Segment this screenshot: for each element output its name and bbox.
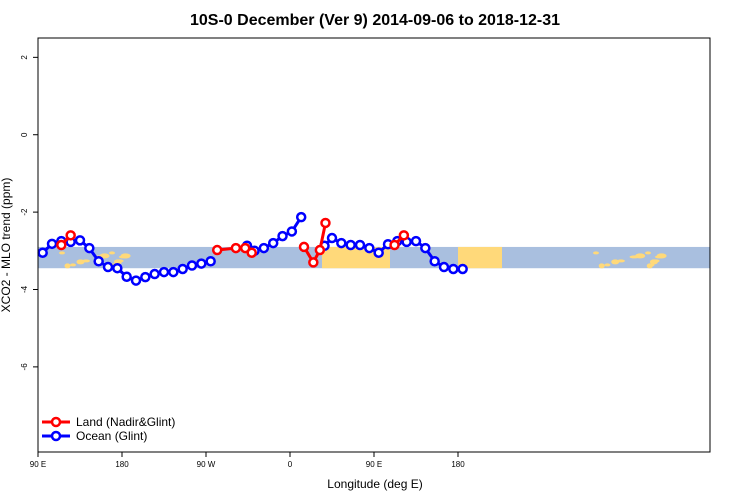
x-axis-label: Longitude (deg E) [327,477,422,491]
ocean-glint-point [354,239,366,251]
x-tick-label: 0 [288,460,293,469]
legend-label: Ocean (Glint) [76,429,147,443]
y-tick-label: -2 [20,208,29,216]
ocean-glint-point [196,258,207,269]
y-tick-label: 2 [20,55,29,60]
island-shape [635,253,646,259]
island-shape [648,263,655,267]
ocean-glint-point [267,237,279,249]
island-shape [59,251,65,255]
ocean-glint-point [448,263,459,275]
x-tick-label: 90 E [366,460,382,469]
y-tick-label: -6 [20,363,29,371]
land-nadir-glint-point [230,242,242,254]
ocean-glint-point [158,266,170,278]
y-axis-label: XCO2 - MLO trend (ppm) [0,178,13,313]
island-shape [645,251,651,255]
ocean-glint-point [286,226,298,237]
ocean-glint-point [46,238,58,250]
x-tick-label: 90 W [197,460,216,469]
ocean-glint-point [326,232,338,244]
x-tick-label: 180 [115,460,129,469]
land-nadir-glint-point [246,247,257,258]
ocean-glint-point [74,235,86,246]
ocean-glint-point [205,256,216,267]
land-nadir-glint-point [314,244,326,256]
ocean-glint-point [420,242,431,254]
land-nadir-glint-point [211,244,223,256]
ocean-glint-point [457,263,468,275]
island-shape [64,263,71,269]
island-shape [99,253,110,259]
ocean-glint-point [364,242,375,254]
legend-swatch-point [50,416,62,428]
y-tick-label: 0 [20,132,29,137]
ocean-glint-point [186,260,198,271]
y-axis: 2 0 -2 -4 -6 [20,55,38,371]
chart-title: 10S-0 December (Ver 9) 2014-09-06 to 201… [190,12,560,29]
y-tick-label: -4 [20,285,29,293]
island-shape [656,253,667,259]
ocean-glint-point [140,271,151,283]
island-shape [115,259,124,263]
land-nadir-glint-point [65,230,76,241]
ocean-glint-point [84,242,95,254]
ocean-glint-point [258,242,270,254]
ocean-glint-point [373,247,384,258]
land-nadir-glint-point [56,239,67,251]
island-shape [82,259,90,263]
island-shape [593,251,599,255]
ocean-glint-point [177,263,188,275]
island-shape [651,259,660,263]
land-nadir-glint-line [302,222,327,266]
ocean-glint-point [345,239,356,251]
island-shape [70,263,76,267]
land-nadir-glint-point [308,257,319,268]
island-shape [598,263,605,269]
ocean-glint-point [295,211,307,223]
ocean-glint-point [168,266,179,278]
island-shape [616,259,625,263]
ocean-glint-point [410,235,422,247]
ocean-glint-point [37,247,48,258]
ocean-glint-point [102,261,114,273]
island-shape [604,263,611,267]
ocean-glint-point [130,275,142,286]
plot-frame [37,37,711,453]
land-nadir-glint-point [398,230,410,241]
land-nadir-glint-point [320,217,331,229]
x-axis: 90 E 180 90 W 0 90 E 180 [30,452,465,469]
ocean-glint-point [438,261,450,273]
ocean-glint-point [429,256,440,267]
land-nadir-glint-point [389,239,400,251]
ocean-glint-point [336,237,347,249]
island-shape [109,251,115,255]
land-block [458,246,502,269]
ocean-glint-point [112,262,123,274]
legend: Land (Nadir&Glint)Ocean (Glint) [42,415,175,443]
legend-swatch-point [50,430,62,442]
land-nadir-glint-point [298,241,310,253]
ocean-glint-point [149,268,160,280]
series-layer [37,211,468,286]
land-block [322,246,390,269]
ocean-glint-point [93,256,104,267]
x-tick-label: 180 [451,460,465,469]
x-tick-label: 90 E [30,460,46,469]
ocean-glint-point [277,230,288,242]
ocean-glint-point [121,271,132,282]
island-shape [120,253,131,259]
legend-label: Land (Nadir&Glint) [76,415,175,429]
